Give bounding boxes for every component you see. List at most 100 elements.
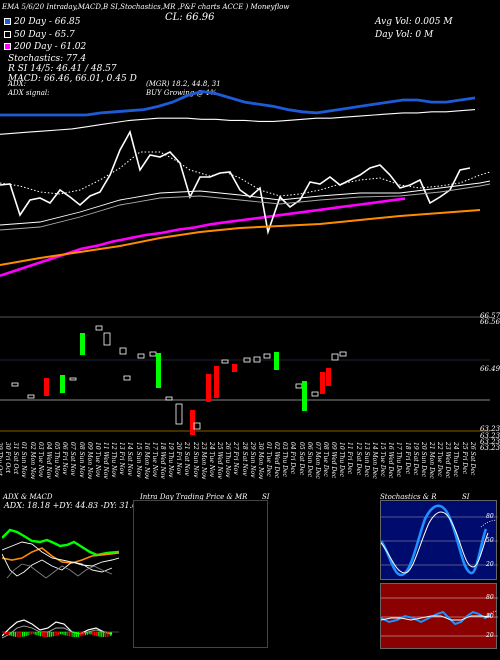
rsi-tail [484,610,498,619]
candle-16 [193,422,201,430]
legend-ema50: 50 Day - 65.7 [4,30,75,40]
macd-bar [110,632,112,637]
candle-6 [95,325,103,331]
macd-bar [92,632,94,636]
axis-label-upper-b: 66.56 [480,318,500,326]
rsi-panel: 80 50 20 [380,583,498,649]
price-dotted-line [0,151,491,197]
macd-bar [88,632,90,635]
candle-28 [320,372,325,394]
macd-bar [58,632,60,635]
x-label: 31 Sat Oct [12,442,20,475]
intraday-panel-title: Intra Day Trading Price & MR [140,493,248,501]
stoch-tail [480,519,497,528]
macd-bar [79,632,81,637]
x-label: 05 Sat Dec [297,442,305,476]
macd-bar [94,632,96,636]
macd-bar [72,632,74,637]
candle-7 [103,332,111,346]
x-label: 11 Wed Nov [101,442,109,479]
stoch-panel-si: SI [462,493,470,501]
candle-4 [69,377,77,381]
ema-grey-line [0,183,491,231]
macd-bar [20,632,22,637]
macd-bar [22,632,24,637]
macd-bar [25,632,27,637]
x-label: 22 Tue Dec [436,442,444,477]
macd-bar [14,632,16,637]
macd-bar [47,632,49,637]
rsi-tick-50: 50 [486,613,494,620]
candle-17 [206,374,211,402]
x-label: 16 Mon Nov [142,442,150,480]
macd-bar [34,632,36,635]
candles [11,325,347,435]
macd-bar [16,632,18,637]
macd-bar [68,632,70,637]
adx-signal-label: ADX signal: [8,89,50,97]
x-label: 26 Sat Dec [468,442,476,476]
stochastics-panel: 80 50 20 [380,500,498,580]
candle-30 [331,353,339,361]
candle-21 [243,357,251,363]
macd-bar [63,632,65,635]
axis-label-low-b: 63.23 [480,432,500,440]
x-label: 09 Wed Dec [330,442,338,479]
macd-bar [90,632,92,635]
x-label: 23 Wed Dec [444,442,452,479]
avg-volume: Avg Vol: 0.005 M [375,17,453,27]
candle-0 [11,382,19,387]
x-label: 11 Fri Dec [346,442,354,475]
stoch-panel-title: Stochastics & R [380,493,437,501]
candle-5 [80,333,85,355]
macd-bar [18,632,20,637]
macd-bar [103,632,105,637]
adx-white-line-a [2,541,119,567]
macd-white-line [2,619,113,637]
candle-13 [165,396,173,401]
adx-label: ADX: [8,80,27,88]
x-label: 15 Sun Nov [134,442,142,478]
ema50-shadow-line [0,180,491,226]
stochastics-chart [381,504,498,577]
macd-bar [50,632,52,637]
candle-11 [149,351,157,357]
x-label: 29 Thu Oct [0,442,3,476]
x-label: 07 Sat Nov [69,442,77,476]
macd-bar [106,632,108,637]
macd-bar [86,632,88,635]
x-label: 03 Thu Dec [281,442,289,477]
candle-25 [295,383,303,389]
series-line-0 [0,89,476,117]
legend-swatch-magenta [4,43,11,50]
x-label: 05 Thu Nov [53,442,61,478]
x-label: 02 Mon Nov [28,442,36,480]
day-volume: Day Vol: 0 M [375,30,434,40]
x-label: 19 Thu Nov [167,442,175,478]
adx-panel-values: ADX: 18.18 +DY: 44.83 -DY: 31.03 [4,501,143,510]
x-label: 15 Tue Dec [379,442,387,477]
x-label: 21 Sat Nov [183,442,191,476]
stoch-tick-20: 20 [486,561,494,568]
x-label: 14 Mon Dec [370,442,378,479]
macd-bar [61,632,63,635]
legend-ema200: 200 Day - 61.02 [4,42,86,52]
rsi-chart [381,597,498,637]
x-label: 08 Tue Dec [322,442,329,477]
macd-bar [77,632,79,637]
macd-bar [59,632,61,635]
macd-bar [70,632,72,637]
candle-19 [221,359,229,364]
macd-bar [23,632,25,637]
candle-22 [253,356,261,363]
macd-bar [81,632,83,637]
macd-bar [83,632,85,636]
adx-values: (MGR) 18.2, 44.8, 31 [146,80,221,88]
candle-9 [123,375,131,381]
x-label: 12 Thu Nov [110,442,118,478]
x-label: 29 Sun Nov [248,442,256,478]
macd-bar [36,632,38,636]
adx-buy-signal: BUY Growing @ 1% [146,89,217,97]
macd-bar [32,632,34,635]
price-line [0,129,471,236]
